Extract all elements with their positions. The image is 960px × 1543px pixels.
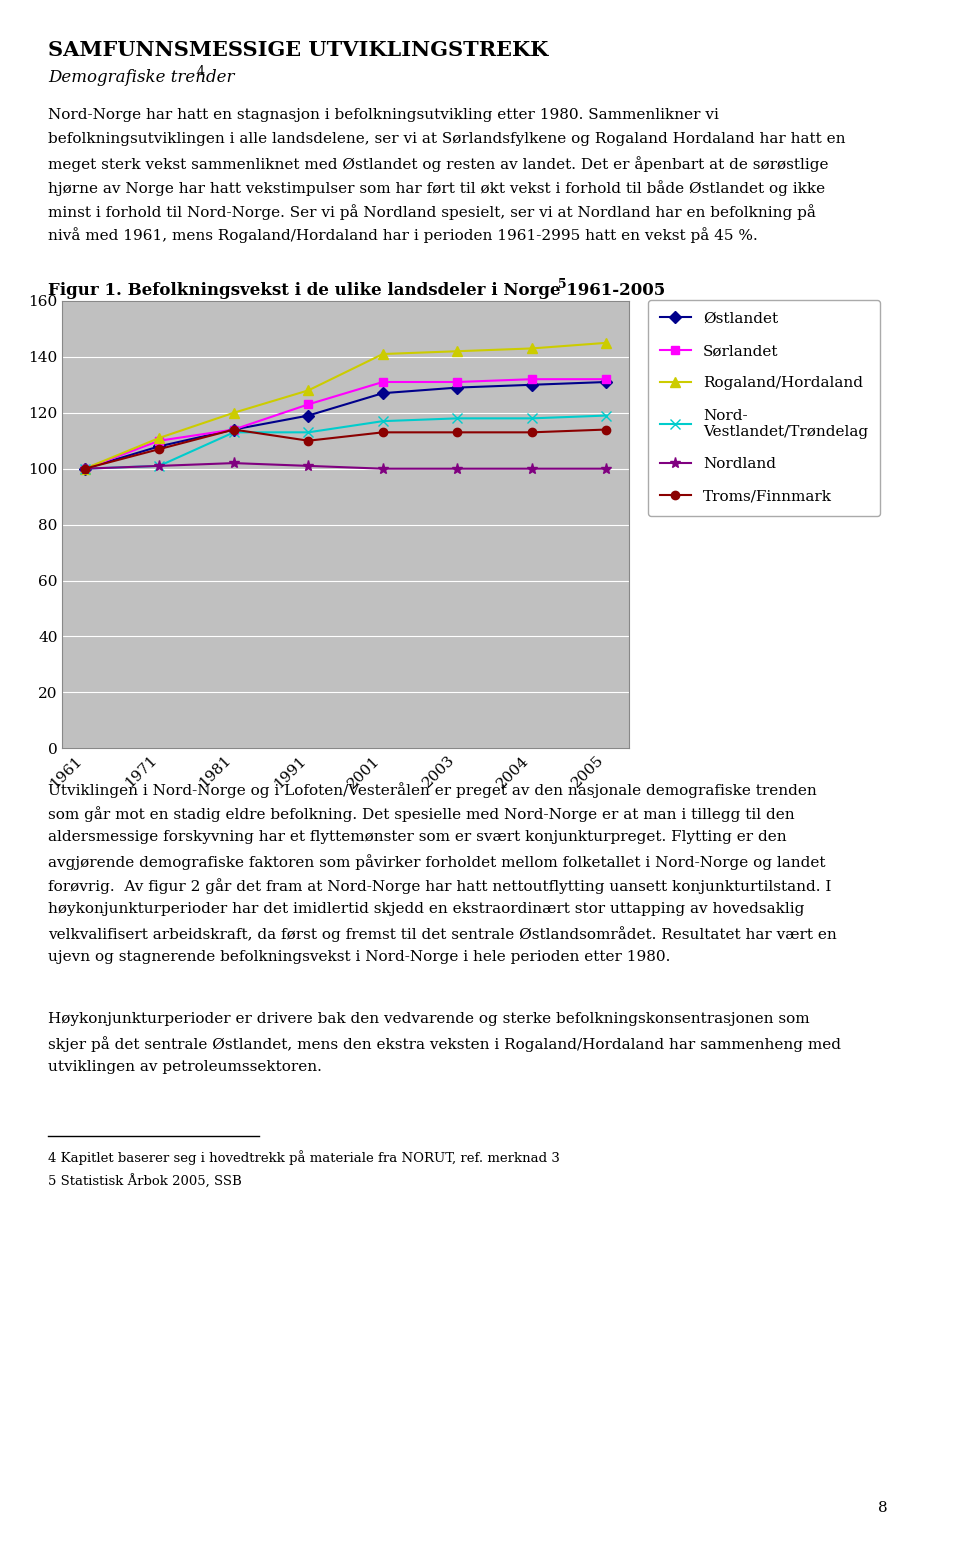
Text: skjer på det sentrale Østlandet, mens den ekstra veksten i Rogaland/Hordaland ha: skjer på det sentrale Østlandet, mens de…	[48, 1037, 841, 1052]
Text: 4 Kapitlet baserer seg i hovedtrekk på materiale fra NORUT, ref. merknad 3: 4 Kapitlet baserer seg i hovedtrekk på m…	[48, 1150, 560, 1165]
Text: Nord-Norge har hatt en stagnasjon i befolkningsutvikling etter 1980. Sammenlikne: Nord-Norge har hatt en stagnasjon i befo…	[48, 108, 719, 122]
Text: Høykonjunkturperioder er drivere bak den vedvarende og sterke befolkningskonsent: Høykonjunkturperioder er drivere bak den…	[48, 1012, 809, 1026]
Text: Utviklingen i Nord-Norge og i Lofoten/Vesterålen er preget av den nasjonale demo: Utviklingen i Nord-Norge og i Lofoten/Ve…	[48, 782, 817, 798]
Text: 5 Statistisk Årbok 2005, SSB: 5 Statistisk Årbok 2005, SSB	[48, 1174, 242, 1188]
Text: som går mot en stadig eldre befolkning. Det spesielle med Nord-Norge er at man i: som går mot en stadig eldre befolkning. …	[48, 805, 795, 822]
Text: velkvalifisert arbeidskraft, da først og fremst til det sentrale Østlandsområdet: velkvalifisert arbeidskraft, da først og…	[48, 926, 837, 941]
Text: 5: 5	[558, 278, 566, 290]
Text: forøvrig.  Av figur 2 går det fram at Nord-Norge har hatt nettoutflytting uanset: forøvrig. Av figur 2 går det fram at Nor…	[48, 878, 831, 893]
Text: ujevn og stagnerende befolkningsvekst i Nord-Norge i hele perioden etter 1980.: ujevn og stagnerende befolkningsvekst i …	[48, 949, 670, 964]
Text: nivå med 1961, mens Rogaland/Hordaland har i perioden 1961-2995 hatt en vekst på: nivå med 1961, mens Rogaland/Hordaland h…	[48, 227, 757, 244]
Text: SAMFUNNSMESSIGE UTVIKLINGSTREKK: SAMFUNNSMESSIGE UTVIKLINGSTREKK	[48, 40, 548, 60]
Text: utviklingen av petroleumssektoren.: utviklingen av petroleumssektoren.	[48, 1060, 322, 1074]
Text: hjørne av Norge har hatt vekstimpulser som har ført til økt vekst i forhold til : hjørne av Norge har hatt vekstimpulser s…	[48, 179, 826, 196]
Text: Demografiske trender: Demografiske trender	[48, 69, 234, 86]
Text: minst i forhold til Nord-Norge. Ser vi på Nordland spesielt, ser vi at Nordland : minst i forhold til Nord-Norge. Ser vi p…	[48, 204, 816, 219]
Text: meget sterk vekst sammenliknet med Østlandet og resten av landet. Det er åpenbar: meget sterk vekst sammenliknet med Østla…	[48, 156, 828, 171]
Text: høykonjunkturperioder har det imidlertid skjedd en ekstraordinært stor uttapping: høykonjunkturperioder har det imidlertid…	[48, 901, 804, 917]
Text: aldersmessige forskyvning har et flyttemønster som er svært konjunkturpreget. Fl: aldersmessige forskyvning har et flyttem…	[48, 830, 786, 844]
Text: 4: 4	[197, 65, 204, 77]
Legend: Østlandet, Sørlandet, Rogaland/Hordaland, Nord-
Vestlandet/Trøndelag, Nordland, : Østlandet, Sørlandet, Rogaland/Hordaland…	[648, 299, 880, 515]
Text: 8: 8	[878, 1501, 888, 1515]
Text: Figur 1. Befolkningsvekst i de ulike landsdeler i Norge 1961-2005: Figur 1. Befolkningsvekst i de ulike lan…	[48, 282, 665, 299]
Text: befolkningsutviklingen i alle landsdelene, ser vi at Sørlandsfylkene og Rogaland: befolkningsutviklingen i alle landsdelen…	[48, 131, 846, 147]
Text: avgjørende demografiske faktoren som påvirker forholdet mellom folketallet i Nor: avgjørende demografiske faktoren som påv…	[48, 853, 826, 870]
